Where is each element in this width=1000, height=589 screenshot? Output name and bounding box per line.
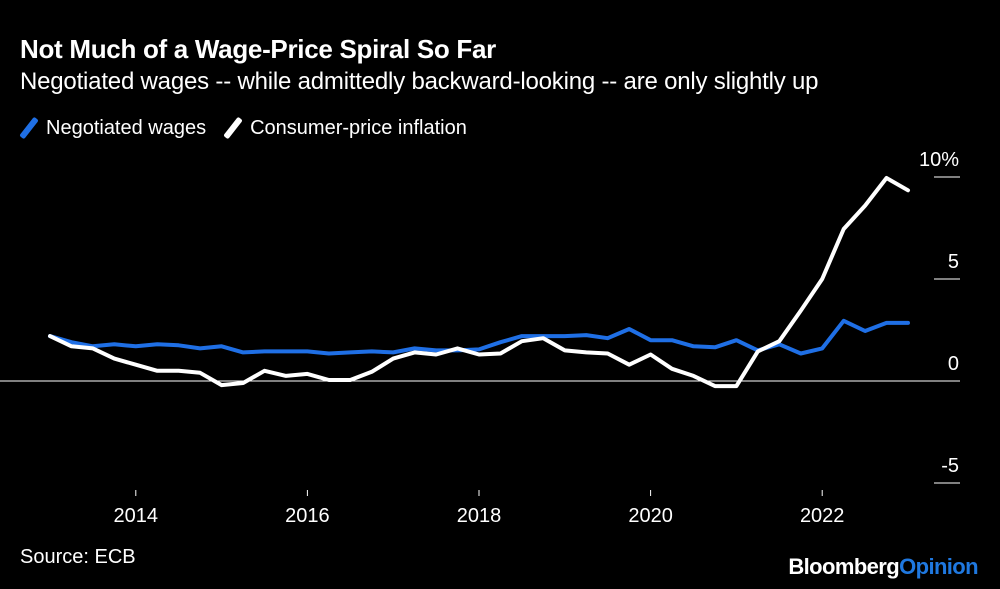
x-tick-label: 2016 — [285, 505, 330, 527]
x-tick-label: 2018 — [457, 505, 502, 527]
y-tick-label: 0 — [948, 353, 959, 375]
chart-subtitle: Negotiated wages -- while admittedly bac… — [20, 68, 819, 95]
y-tick-label: -5 — [941, 455, 959, 477]
brand-logo: BloombergOpinion — [788, 554, 978, 580]
legend-label-inflation: Consumer-price inflation — [250, 116, 467, 139]
chart-title: Not Much of a Wage-Price Spiral So Far — [20, 34, 496, 64]
legend-item-consumer-price-inflation: Consumer-price inflation — [223, 116, 467, 140]
x-tick-label: 2022 — [800, 505, 845, 527]
y-tick-label: 5 — [948, 251, 959, 273]
x-tick-label: 2020 — [628, 505, 673, 527]
brand-accent: Opinion — [899, 554, 979, 579]
brand-main: Bloomberg — [788, 554, 900, 579]
legend: Negotiated wages Consumer-price inflatio… — [19, 114, 485, 142]
legend-item-negotiated-wages: Negotiated wages — [19, 116, 207, 140]
legend-label-wages: Negotiated wages — [46, 116, 207, 139]
source-note: Source: ECB — [20, 546, 136, 568]
y-tick-label: 10% — [919, 149, 959, 171]
series-line-negotiated-wages — [48, 318, 910, 356]
series-line-consumer-price-inflation — [48, 176, 910, 389]
x-tick-label: 2014 — [114, 505, 159, 527]
